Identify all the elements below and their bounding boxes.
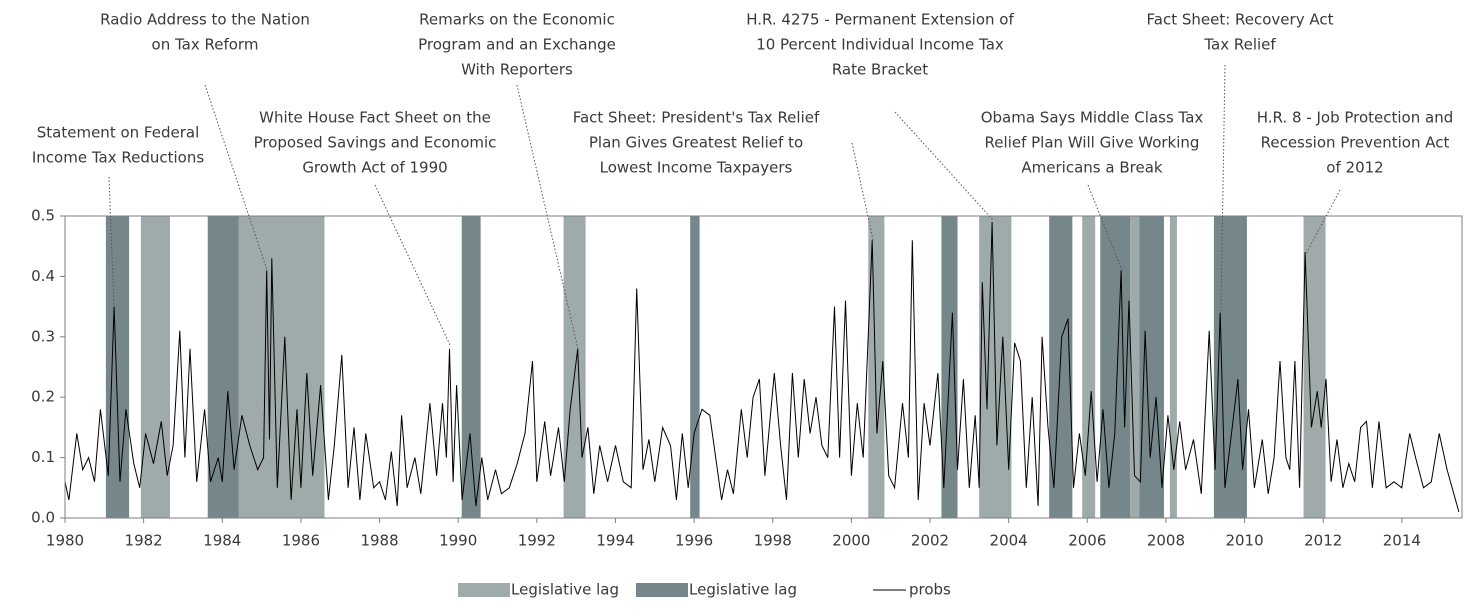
y-tick-label: 0.2 [31,388,55,406]
annotation-leader [894,111,994,221]
lag-band [1082,216,1096,518]
lag-band [238,216,325,518]
legend-label: Legislative lag [689,581,797,599]
annotation-leader [1305,189,1341,255]
annotation-text: Tax Relief [1203,36,1276,54]
x-tick-label: 1988 [360,532,398,550]
x-tick-label: 2012 [1304,532,1342,550]
annotation-leader [374,184,451,346]
y-tick-label: 0.0 [31,509,55,527]
annotation-text: Plan Gives Greatest Relief to [589,134,803,152]
annotation-text: of 2012 [1326,159,1383,177]
lag-band [1100,216,1131,518]
plot-frame [64,215,1463,519]
x-tick-label: 1994 [596,532,634,550]
legend-label: probs [909,581,951,599]
x-tick-label: 1982 [125,532,163,550]
annotation-leader [108,176,115,307]
y-tick-label: 0.3 [31,327,55,345]
lag-band [690,216,700,518]
lag-band [105,216,130,518]
x-tick-label: 1984 [203,532,241,550]
lag-band [868,216,885,518]
annotation-text: Relief Plan Will Give Working [985,134,1200,152]
annotation-text: With Reporters [461,61,573,79]
annotation-text: Americans a Break [1021,159,1162,177]
x-tick-label: 2004 [990,532,1028,550]
y-tick-label: 0.1 [31,448,55,466]
annotation-text: Obama Says Middle Class Tax [981,109,1204,127]
annotation-text: on Tax Reform [152,36,259,54]
annotation-text: H.R. 8 - Job Protection and [1257,109,1453,127]
x-tick-label: 2006 [1068,532,1106,550]
x-tick-label: 1996 [675,532,713,550]
legend-swatch [458,583,510,597]
lag-band [140,216,170,518]
y-tick-label: 0.4 [31,267,55,285]
annotation-text: Fact Sheet: Recovery Act [1147,11,1334,29]
annotation-text: Income Tax Reductions [32,149,204,167]
annotation-leader [851,142,874,241]
lag-band [1130,216,1140,518]
x-tick-label: 1990 [439,532,477,550]
x-tick-label: 2014 [1383,532,1421,550]
lag-band [1139,216,1164,518]
x-tick-label: 1980 [46,532,84,550]
annotation-text: Statement on Federal [37,124,199,142]
lag-band [1213,216,1247,518]
lag-band [461,216,481,518]
x-tick-label: 1998 [754,532,792,550]
x-tick-label: 1986 [282,532,320,550]
x-tick-label: 2008 [1147,532,1185,550]
annotation-text: Recession Prevention Act [1261,134,1450,152]
annotation-text: H.R. 4275 - Permanent Extension of [746,11,1014,29]
annotation-text: Rate Bracket [832,61,928,79]
lag-band [1049,216,1073,518]
annotation-text: Growth Act of 1990 [302,159,447,177]
annotation-text: White House Fact Sheet on the [259,109,491,127]
legend-swatch [636,583,688,597]
annotation-text: Fact Sheet: President's Tax Relief [573,109,820,127]
legend-label: Legislative lag [511,581,619,599]
annotation-text: Radio Address to the Nation [100,11,310,29]
y-tick-label: 0.5 [31,207,55,225]
annotation-leader [204,84,268,271]
annotation-text: Proposed Savings and Economic [254,134,497,152]
lag-band [1303,216,1326,518]
probs-line [64,221,1460,513]
annotation-leader [1220,64,1226,312]
annotation-text: Remarks on the Economic [419,11,615,29]
x-tick-label: 2000 [832,532,870,550]
annotation-text: Program and an Exchange [418,36,616,54]
x-tick-label: 2010 [1225,532,1263,550]
annotation-leader [1087,184,1123,271]
annotation-text: 10 Percent Individual Income Tax [756,36,1004,54]
annotation-text: Lowest Income Taxpayers [600,159,793,177]
x-tick-label: 2002 [911,532,949,550]
lag-band [563,216,586,518]
x-tick-label: 1992 [518,532,556,550]
lag-band [1169,216,1177,518]
